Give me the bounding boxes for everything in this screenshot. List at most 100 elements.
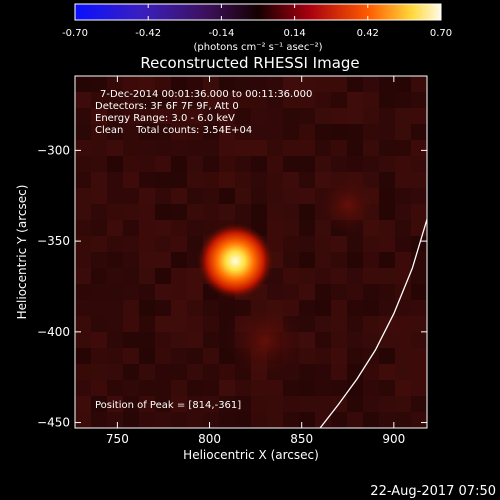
texture-cell [315, 348, 331, 364]
texture-cell [107, 204, 123, 220]
texture-cell [363, 124, 379, 140]
texture-cell [411, 252, 427, 268]
texture-cell [315, 252, 331, 268]
texture-cell [139, 156, 155, 172]
texture-cell [331, 412, 347, 428]
texture-cell [203, 380, 219, 396]
texture-cell [315, 364, 331, 380]
texture-cell [331, 76, 347, 92]
texture-cell [395, 108, 411, 124]
texture-cell [315, 76, 331, 92]
texture-cell [203, 108, 219, 124]
texture-cell [379, 252, 395, 268]
texture-cell [219, 140, 235, 156]
texture-cell [123, 220, 139, 236]
texture-cell [251, 412, 267, 428]
texture-cell [283, 172, 299, 188]
texture-cell [203, 76, 219, 92]
texture-cell [75, 252, 91, 268]
texture-cell [283, 108, 299, 124]
texture-cell [411, 204, 427, 220]
texture-cell [155, 332, 171, 348]
texture-cell [75, 364, 91, 380]
texture-cell [123, 76, 139, 92]
x-axis-ticks: 750 800 850 900 [106, 76, 405, 446]
texture-cell [395, 236, 411, 252]
texture-cell [219, 172, 235, 188]
peak-position-label: Position of Peak = [814,-361] [95, 400, 241, 411]
texture-cell [299, 380, 315, 396]
texture-cell [75, 396, 91, 412]
texture-cell [107, 412, 123, 428]
texture-cell [235, 172, 251, 188]
texture-cell [107, 332, 123, 348]
texture-cell [155, 140, 171, 156]
texture-cell [155, 236, 171, 252]
timestamp: 22-Aug-2017 07:50 [370, 484, 496, 499]
texture-cell [187, 332, 203, 348]
emission-blob [317, 174, 378, 235]
texture-cell [395, 156, 411, 172]
texture-cell [139, 188, 155, 204]
texture-cell [171, 396, 187, 412]
x-tick-label: 900 [382, 432, 405, 446]
texture-cell [139, 204, 155, 220]
emission-blob [224, 300, 305, 381]
texture-cell [203, 332, 219, 348]
texture-cell [363, 332, 379, 348]
texture-cell [283, 76, 299, 92]
texture-cell [75, 188, 91, 204]
texture-cell [363, 140, 379, 156]
texture-cell [123, 268, 139, 284]
texture-cell [219, 76, 235, 92]
texture-cell [299, 220, 315, 236]
texture-cell [331, 252, 347, 268]
texture-cell [299, 76, 315, 92]
texture-cell [379, 380, 395, 396]
y-tick-label: −450 [37, 416, 70, 430]
texture-cell [155, 316, 171, 332]
texture-cell [283, 396, 299, 412]
texture-cell [75, 124, 91, 140]
texture-cell [299, 188, 315, 204]
texture-cell [331, 300, 347, 316]
texture-cell [139, 76, 155, 92]
texture-cell [155, 156, 171, 172]
texture-cell [299, 156, 315, 172]
texture-cell [379, 140, 395, 156]
colorbar-tick-label: -0.70 [62, 28, 88, 39]
texture-cell [347, 252, 363, 268]
texture-cell [315, 156, 331, 172]
texture-cell [331, 316, 347, 332]
texture-cell [123, 300, 139, 316]
texture-cell [123, 284, 139, 300]
texture-cell [123, 172, 139, 188]
texture-cell [235, 156, 251, 172]
texture-cell [219, 124, 235, 140]
texture-cell [139, 268, 155, 284]
plot-area [75, 76, 427, 428]
texture-cell [139, 396, 155, 412]
texture-cell [379, 76, 395, 92]
texture-cell [363, 284, 379, 300]
colorbar-tick-label: -0.42 [135, 28, 161, 39]
texture-cell [283, 236, 299, 252]
texture-cell [267, 284, 283, 300]
texture-cell [283, 412, 299, 428]
texture-cell [107, 172, 123, 188]
texture-cell [379, 188, 395, 204]
texture-cell [171, 252, 187, 268]
texture-cell [363, 108, 379, 124]
x-tick-label: 800 [198, 432, 221, 446]
texture-cell [91, 140, 107, 156]
texture-cell [379, 284, 395, 300]
texture-cell [171, 156, 187, 172]
texture-cell [139, 236, 155, 252]
texture-cell [107, 188, 123, 204]
texture-cell [315, 380, 331, 396]
texture-cell [315, 316, 331, 332]
texture-cell [75, 236, 91, 252]
texture-cell [123, 204, 139, 220]
texture-cell [219, 92, 235, 108]
